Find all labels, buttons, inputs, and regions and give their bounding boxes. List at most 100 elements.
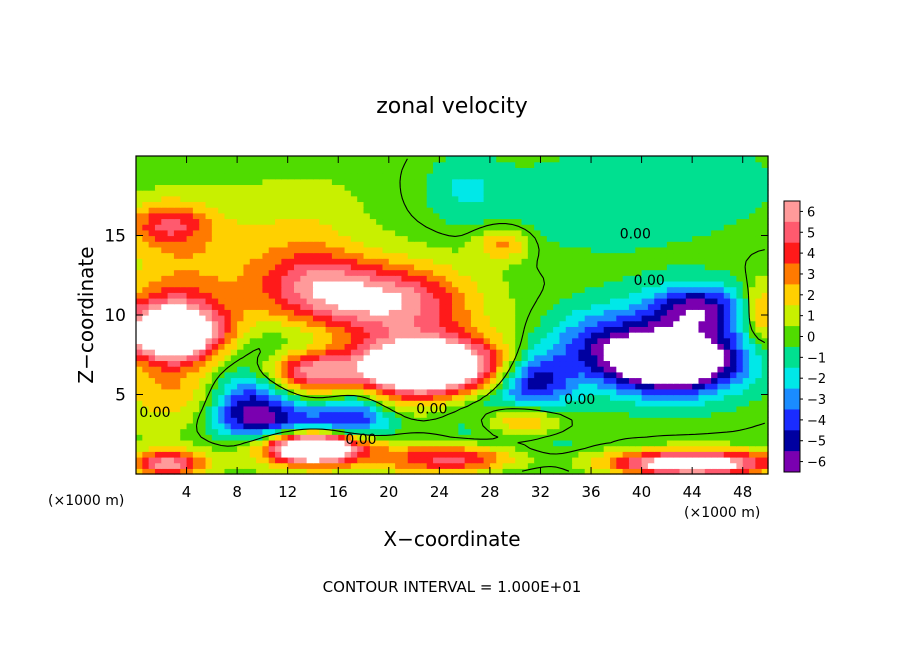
field-cell xyxy=(470,286,478,293)
field-cell xyxy=(527,354,535,362)
field-cell xyxy=(717,258,725,265)
field-cell xyxy=(287,263,295,271)
field-cell xyxy=(382,309,390,316)
field-cell xyxy=(180,190,188,197)
field-cell xyxy=(578,212,586,220)
field-cell xyxy=(192,280,200,288)
field-cell xyxy=(685,411,693,418)
field-cell xyxy=(723,201,731,208)
field-cell xyxy=(407,383,415,390)
field-cell xyxy=(287,332,295,339)
field-cell xyxy=(350,263,358,271)
field-cell xyxy=(186,269,194,276)
field-cell xyxy=(262,315,270,322)
field-cell xyxy=(344,360,352,367)
field-cell xyxy=(527,439,535,447)
field-cell xyxy=(388,388,396,396)
field-cell xyxy=(477,349,485,356)
field-cell xyxy=(142,388,150,396)
field-cell xyxy=(136,263,143,271)
field-cell xyxy=(761,263,769,271)
field-cell xyxy=(136,371,143,379)
field-cell xyxy=(679,246,687,254)
field-cell xyxy=(167,207,175,214)
field-cell xyxy=(268,292,276,299)
field-cell xyxy=(489,383,497,390)
field-cell xyxy=(275,212,282,220)
field-cell xyxy=(452,212,459,220)
field-cell xyxy=(350,366,358,373)
field-cell xyxy=(565,263,573,271)
field-cell xyxy=(363,468,371,475)
field-cell xyxy=(363,422,371,430)
field-cell xyxy=(325,383,333,390)
field-cell xyxy=(205,218,213,225)
field-cell xyxy=(256,235,263,242)
field-cell xyxy=(559,195,567,203)
field-cell xyxy=(736,207,744,214)
field-cell xyxy=(464,439,472,447)
field-cell xyxy=(508,269,516,276)
field-cell xyxy=(641,417,649,424)
field-cell xyxy=(546,190,554,197)
field-cell xyxy=(591,246,598,254)
field-cell xyxy=(350,275,358,282)
field-cell xyxy=(300,434,308,441)
field-cell xyxy=(262,326,270,333)
field-cell xyxy=(711,366,719,373)
field-cell xyxy=(711,377,719,384)
field-cell xyxy=(496,309,504,316)
field-cell xyxy=(287,201,295,208)
field-cell xyxy=(502,388,510,396)
field-cell xyxy=(388,354,396,362)
field-cell xyxy=(167,212,175,220)
field-cell xyxy=(357,337,365,344)
field-cell xyxy=(230,195,238,203)
field-cell xyxy=(312,224,320,231)
field-cell xyxy=(534,439,542,447)
field-cell xyxy=(433,207,440,214)
field-cell xyxy=(553,337,561,344)
field-cell xyxy=(559,422,567,430)
field-cell xyxy=(237,434,245,441)
field-cell xyxy=(489,400,497,407)
field-cell xyxy=(635,292,643,299)
field-cell xyxy=(704,195,712,203)
field-cell xyxy=(654,297,662,305)
field-cell xyxy=(565,303,573,310)
field-cell xyxy=(641,388,649,396)
field-cell xyxy=(136,229,143,237)
field-cell xyxy=(647,445,655,452)
field-cell xyxy=(717,246,725,254)
field-cell xyxy=(439,332,447,339)
field-cell xyxy=(319,332,327,339)
field-cell xyxy=(357,292,365,299)
field-cell xyxy=(704,388,712,396)
field-cell xyxy=(401,315,409,322)
field-cell xyxy=(502,400,510,407)
field-cell xyxy=(173,462,181,469)
field-cell xyxy=(717,394,725,401)
field-cell xyxy=(224,229,232,237)
field-cell xyxy=(622,439,630,447)
field-cell xyxy=(300,297,308,305)
field-cell xyxy=(749,366,756,373)
field-cell xyxy=(148,451,156,458)
field-cell xyxy=(369,462,377,469)
field-cell xyxy=(464,241,472,248)
field-cell xyxy=(496,405,504,413)
field-cell xyxy=(369,292,377,299)
field-cell xyxy=(275,400,282,407)
field-cell xyxy=(287,434,295,441)
field-cell xyxy=(578,235,586,242)
field-cell xyxy=(401,275,409,282)
field-cell xyxy=(445,235,453,242)
field-cell xyxy=(230,394,238,401)
field-cell xyxy=(205,349,213,356)
field-cell xyxy=(641,405,649,413)
field-cell xyxy=(477,343,485,350)
field-cell xyxy=(578,411,586,418)
field-cell xyxy=(647,263,655,271)
field-cell xyxy=(420,207,428,214)
field-cell xyxy=(205,263,213,271)
